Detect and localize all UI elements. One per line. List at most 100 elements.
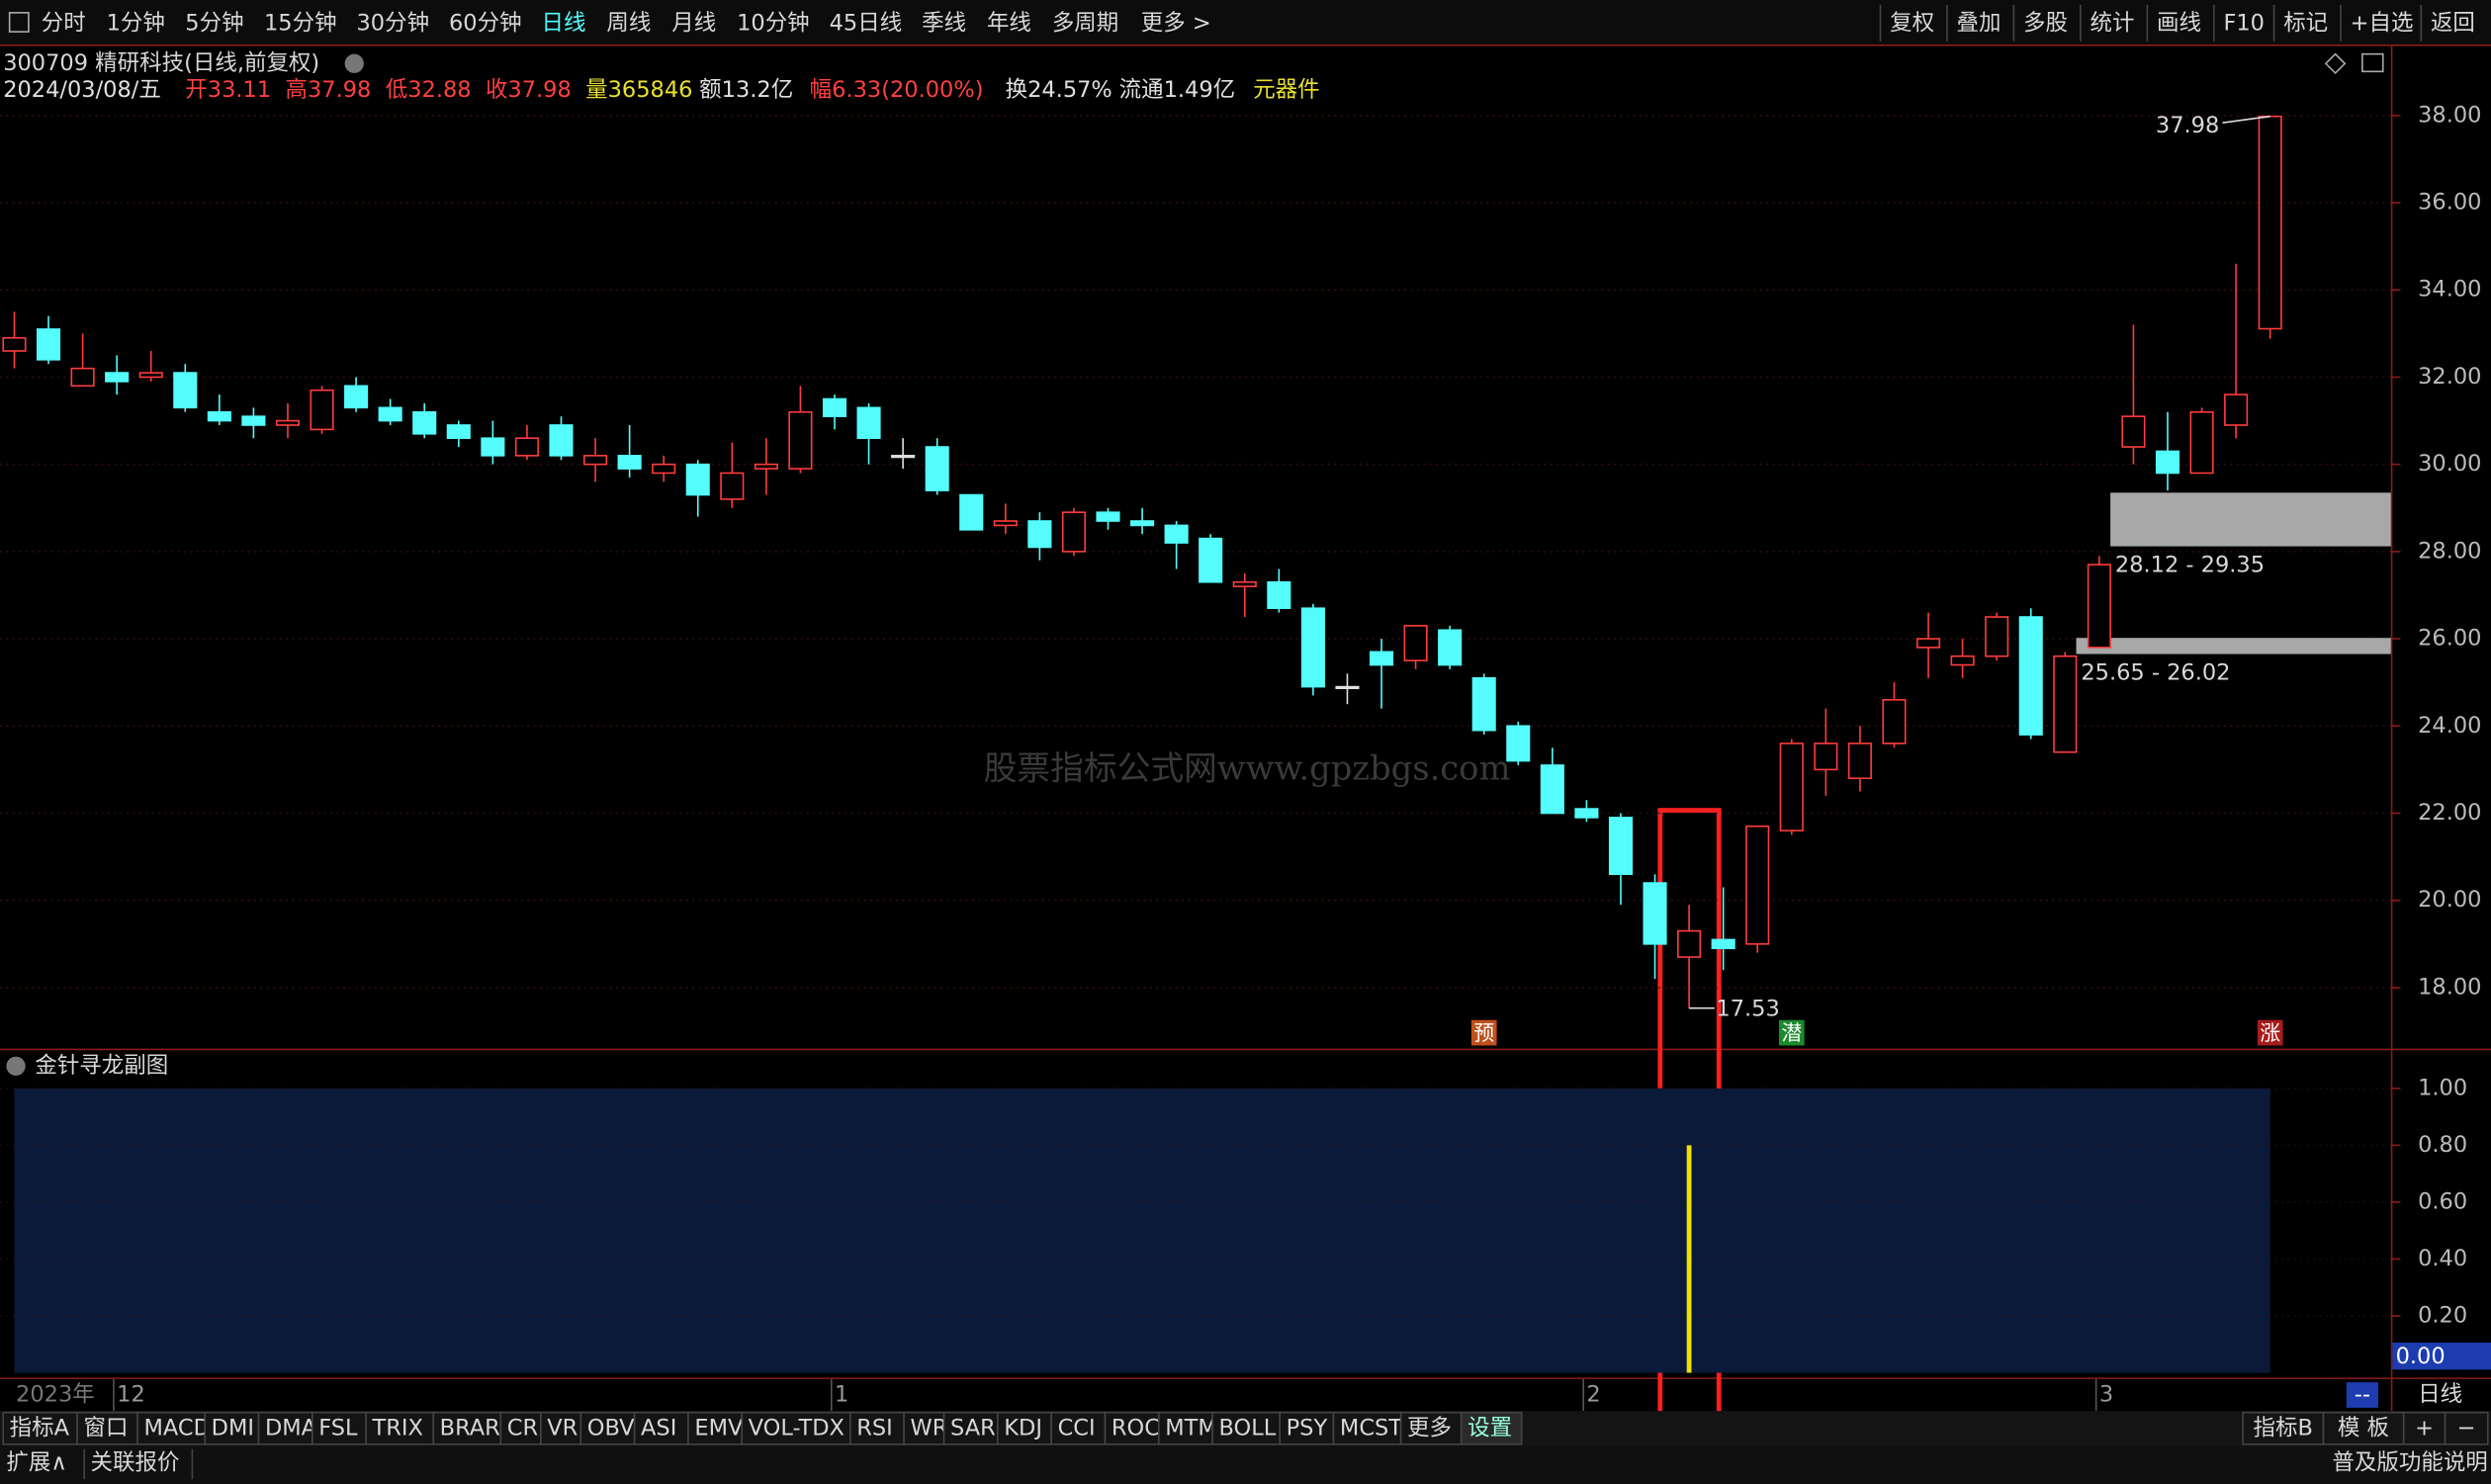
candle-body	[720, 472, 745, 500]
quote-field: 高37.98	[286, 77, 372, 103]
tab-label: 窗口	[84, 1415, 129, 1440]
tab[interactable]	[499, 1411, 542, 1445]
footer-button[interactable]: 扩展∧	[6, 1450, 66, 1476]
tab[interactable]	[687, 1411, 744, 1445]
candle-body	[822, 397, 847, 417]
y-tick-label: 28.00	[2418, 538, 2481, 564]
y-tick-label: 0.20	[2418, 1302, 2467, 1328]
period-tab[interactable]: 日线	[541, 11, 585, 37]
tool-button[interactable]: 统计	[2091, 11, 2135, 37]
tab[interactable]	[204, 1411, 260, 1445]
candle-body	[2224, 393, 2249, 426]
tab[interactable]	[2242, 1411, 2325, 1445]
period-tab[interactable]: 更多 >	[1141, 11, 1211, 37]
period-tab[interactable]: 30分钟	[356, 11, 429, 37]
signal-badge	[1778, 1019, 1805, 1046]
tab-label: CR	[507, 1415, 538, 1440]
candle-body	[2018, 616, 2043, 736]
candle-body	[1438, 629, 1463, 666]
dropdown-icon[interactable]	[6, 1056, 26, 1076]
period-tab[interactable]: 年线	[987, 11, 1031, 37]
period-tab[interactable]: 15分钟	[264, 11, 337, 37]
tab[interactable]	[540, 1411, 582, 1445]
tab-label: SAR	[950, 1415, 996, 1440]
tab[interactable]	[1399, 1411, 1463, 1445]
value-box	[2392, 1342, 2491, 1370]
period-box	[2346, 1382, 2378, 1408]
quote-field: 流通1.49亿	[1119, 77, 1236, 103]
tab[interactable]	[1157, 1411, 1213, 1445]
price-zone	[2110, 492, 2391, 547]
tab[interactable]	[1332, 1411, 1402, 1445]
tool-button[interactable]: 画线	[2157, 11, 2201, 37]
tab[interactable]	[1211, 1411, 1282, 1445]
tab[interactable]	[1460, 1411, 1523, 1445]
tab-label: 指标A	[10, 1415, 70, 1440]
period-tab[interactable]: 周线	[606, 11, 651, 37]
tool-button[interactable]: F10	[2223, 11, 2265, 37]
dropdown-icon[interactable]	[344, 53, 364, 73]
candle-body	[1130, 520, 1155, 527]
icon[interactable]	[2361, 52, 2384, 73]
y-tick-label: 0.60	[2418, 1188, 2467, 1214]
tab-label: CCI	[1058, 1415, 1096, 1440]
tab[interactable]	[1279, 1411, 1335, 1445]
tab-label: 更多	[1407, 1415, 1452, 1440]
menu-icon[interactable]	[8, 12, 30, 33]
quote-field: 幅6.33(20.00%)	[810, 77, 984, 103]
candle-body	[2087, 564, 2111, 649]
quote-field: 开33.11	[185, 77, 271, 103]
x-tick-label: 3	[2099, 1382, 2113, 1408]
period-tab[interactable]: 月线	[671, 11, 716, 37]
period-box-text: --	[2355, 1382, 2370, 1408]
annotation-arrow	[2222, 115, 2270, 124]
tool-button[interactable]: 复权	[1890, 11, 1934, 37]
tab[interactable]	[365, 1411, 435, 1445]
candle-body	[1915, 638, 1941, 649]
tool-button[interactable]: 标记	[2283, 11, 2328, 37]
tab[interactable]	[432, 1411, 502, 1445]
period-tab[interactable]: 1分钟	[107, 11, 165, 37]
tab-label: 指标B	[2254, 1415, 2313, 1440]
tool-button[interactable]: 多股	[2023, 11, 2068, 37]
y-tick-label: 0.80	[2418, 1132, 2467, 1158]
period-tab[interactable]: 45日线	[830, 11, 903, 37]
tab-label: −	[2457, 1415, 2476, 1440]
tab[interactable]	[2402, 1411, 2447, 1445]
candle-body	[617, 455, 642, 470]
tab[interactable]	[257, 1411, 313, 1445]
period-tab[interactable]: 分时	[42, 11, 86, 37]
footer-button[interactable]: 关联报价	[91, 1450, 180, 1476]
candle-body	[788, 410, 813, 470]
period-tab[interactable]: 10分钟	[737, 11, 810, 37]
tab-label: BOLL	[1219, 1415, 1277, 1440]
candle-body	[959, 493, 984, 531]
footer-link[interactable]: 普及版功能说明	[2332, 1450, 2487, 1476]
period-tab[interactable]: 季线	[922, 11, 966, 37]
tab[interactable]	[942, 1411, 999, 1445]
y-tick-label: 0.40	[2418, 1246, 2467, 1271]
tab[interactable]	[76, 1411, 138, 1445]
candle-body	[1745, 825, 1770, 945]
icon[interactable]	[2324, 52, 2347, 75]
candle-body	[1814, 742, 1838, 771]
candle-body	[1950, 655, 1975, 666]
tab-label: +	[2415, 1415, 2434, 1440]
tab[interactable]	[848, 1411, 905, 1445]
period-tab[interactable]: 60分钟	[449, 11, 522, 37]
period-tab[interactable]: 多周期	[1052, 11, 1118, 37]
quote-field: 换24.57%	[1006, 77, 1112, 103]
tool-button[interactable]: +自选	[2351, 11, 2414, 37]
tab[interactable]	[741, 1411, 851, 1445]
tab[interactable]	[2, 1411, 78, 1445]
candle-body	[652, 463, 676, 475]
tool-button[interactable]: 返回	[2431, 11, 2475, 37]
candle-body	[1506, 725, 1531, 762]
y-tick-label: 20.00	[2418, 887, 2481, 913]
candle-body	[275, 419, 301, 426]
y-tick-label: 36.00	[2418, 190, 2481, 216]
period-tab[interactable]: 5分钟	[185, 11, 243, 37]
tool-button[interactable]: 叠加	[1957, 11, 2002, 37]
quote-field: 元器件	[1253, 77, 1319, 103]
